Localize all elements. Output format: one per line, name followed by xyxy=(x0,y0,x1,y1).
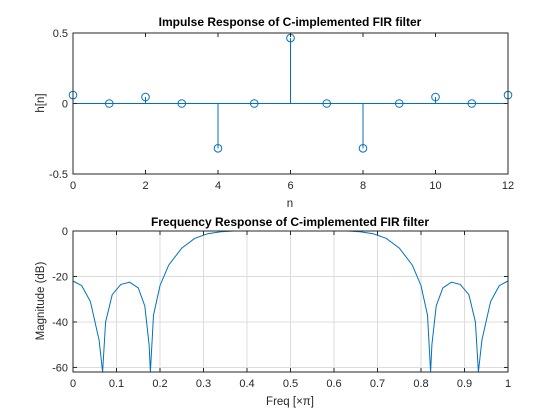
stem-marker xyxy=(141,92,150,102)
stem-marker xyxy=(213,144,223,153)
x-tick-label: 0 xyxy=(70,378,76,390)
frequency-grid xyxy=(73,231,508,372)
impulse-stems xyxy=(68,33,513,153)
stem-marker xyxy=(177,99,187,108)
x-tick-label: 6 xyxy=(287,180,293,192)
x-tick-label: 1 xyxy=(505,378,511,390)
x-tick-label: 0.4 xyxy=(239,378,254,390)
y-tick-label: 0 xyxy=(62,99,68,111)
frequency-plot-title: Frequency Response of C-implemented FIR … xyxy=(151,215,429,229)
frequency-y-ticks: 0 -20 -40 -60 xyxy=(52,226,508,374)
x-tick-label: 8 xyxy=(360,180,366,192)
x-tick-label: 0.7 xyxy=(370,378,385,390)
stem-marker xyxy=(249,99,259,108)
stem-marker xyxy=(358,144,368,153)
y-tick-label: -40 xyxy=(52,317,68,329)
y-tick-label: -0.5 xyxy=(49,169,68,181)
stem-marker xyxy=(467,99,477,108)
x-tick-label: 2 xyxy=(142,180,148,192)
y-tick-label: -20 xyxy=(52,271,68,283)
x-tick-label: 0.1 xyxy=(109,378,124,390)
x-tick-label: 0.2 xyxy=(152,378,167,390)
stem-marker xyxy=(322,99,332,108)
impulse-plot-title: Impulse Response of C-implemented FIR fi… xyxy=(159,15,422,29)
impulse-y-label: h[n] xyxy=(35,93,47,112)
frequency-x-ticks: 0 0.1 0.2 0.3 0.4 0.5 0.6 0.7 0.8 0.9 1 xyxy=(70,231,511,390)
stem-marker xyxy=(104,99,114,108)
x-tick-label: 0.6 xyxy=(326,378,341,390)
x-tick-label: 0.5 xyxy=(283,378,298,390)
frequency-x-label: Freq [×π] xyxy=(266,396,314,408)
impulse-x-ticks: 0 2 4 6 8 10 12 xyxy=(70,33,514,192)
impulse-response-axes: Impulse Response of C-implemented FIR fi… xyxy=(35,15,514,210)
impulse-x-label: n xyxy=(287,198,293,210)
x-tick-label: 4 xyxy=(215,180,221,192)
x-tick-label: 12 xyxy=(502,180,514,192)
impulse-y-ticks: 0.5 0 -0.5 xyxy=(49,28,508,181)
y-tick-label: -60 xyxy=(52,362,68,374)
stem-marker xyxy=(431,92,440,102)
frequency-response-axes: Frequency Response of C-implemented FIR … xyxy=(35,215,511,408)
frequency-y-label: Magnitude (dB) xyxy=(35,262,47,341)
y-tick-label: 0 xyxy=(62,226,68,238)
x-tick-label: 10 xyxy=(429,180,441,192)
stem-marker xyxy=(394,99,404,108)
y-tick-label: 0.5 xyxy=(53,28,68,40)
x-tick-label: 0.9 xyxy=(457,378,472,390)
x-tick-label: 0.3 xyxy=(196,378,211,390)
x-tick-label: 0 xyxy=(70,180,76,192)
x-tick-label: 0.8 xyxy=(413,378,428,390)
